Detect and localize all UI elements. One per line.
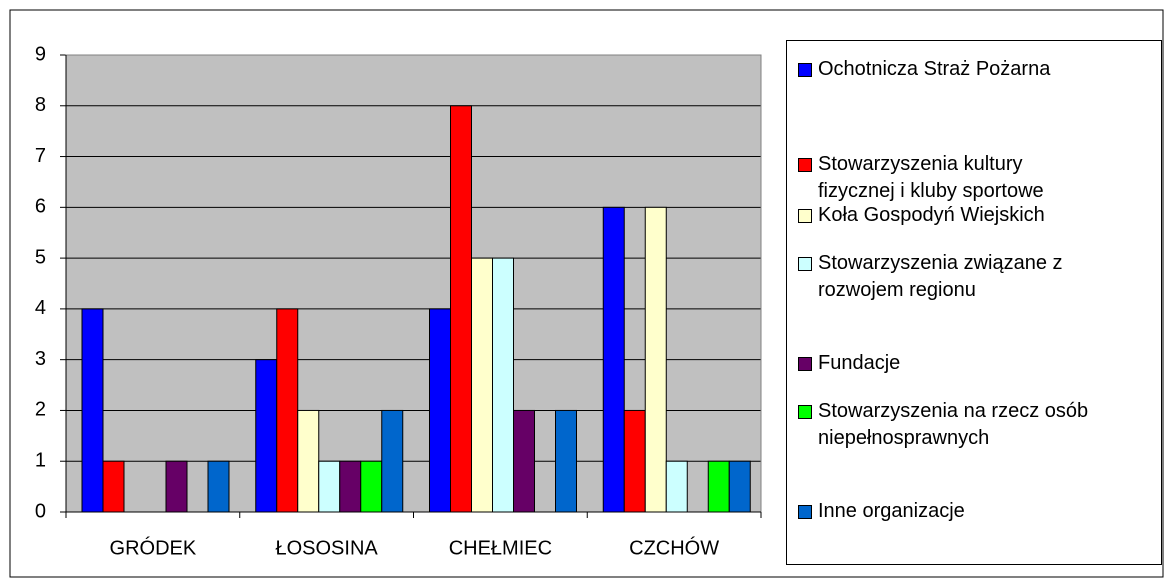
y-tick-label: 6: [35, 196, 46, 218]
bar: [555, 409, 577, 513]
legend-swatch: [798, 158, 812, 172]
bar: [381, 409, 404, 513]
bar: [165, 460, 188, 513]
legend: Ochotnicza Straż Pożarna Stowarzyszenia k…: [786, 40, 1162, 565]
legend-label: Stowarzyszenia kultury fizycznej i kluby…: [818, 153, 1044, 202]
bar: [318, 460, 341, 513]
bar: [513, 409, 535, 513]
legend-swatch: [798, 63, 812, 77]
legend-swatch: [798, 505, 812, 519]
bar: [644, 206, 667, 513]
y-tick-label: 4: [35, 297, 46, 319]
bar: [471, 257, 493, 513]
bar: [102, 460, 125, 513]
legend-label: Koła Gospodyń Wiejskich: [818, 204, 1045, 226]
bar: [360, 460, 383, 513]
bar: [81, 308, 104, 513]
y-tick-label: 9: [35, 43, 46, 65]
legend-label: Ochotnicza Straż Pożarna: [818, 58, 1051, 80]
y-tick-label: 7: [35, 145, 46, 167]
bar: [602, 206, 625, 513]
x-tick-label: CZCHÓW: [629, 536, 719, 559]
bar: [276, 308, 299, 513]
legend-swatch: [798, 209, 812, 223]
y-tick-label: 1: [35, 450, 46, 472]
bar: [665, 460, 688, 513]
legend-swatch: [798, 357, 812, 371]
bar: [297, 409, 320, 513]
x-tick-label: GRÓDEK: [110, 536, 197, 559]
bar: [339, 460, 362, 513]
y-tick-label: 2: [35, 399, 46, 421]
y-tick-label: 5: [35, 246, 46, 268]
legend-label: Fundacje: [818, 352, 901, 374]
legend-label: Stowarzyszenia na rzecz osób niepełnospr…: [818, 400, 1089, 449]
bar: [728, 460, 751, 513]
bar: [623, 409, 646, 513]
y-tick-label: 0: [35, 500, 46, 522]
y-tick-label: 8: [35, 94, 46, 116]
bar: [450, 105, 472, 513]
x-tick-label: ŁOSOSINA: [275, 537, 378, 559]
bar: [255, 359, 278, 513]
bar: [429, 308, 451, 513]
x-tick-label: CHEŁMIEC: [449, 537, 552, 559]
legend-swatch: [798, 257, 812, 271]
bar: [207, 460, 230, 513]
legend-swatch: [798, 405, 812, 419]
legend-label: Stowarzyszenia związane z rozwojem regio…: [818, 252, 1063, 301]
legend-label: Inne organizacje: [818, 500, 965, 522]
bar: [707, 460, 730, 513]
bar: [492, 257, 514, 513]
y-tick-label: 3: [35, 348, 46, 370]
